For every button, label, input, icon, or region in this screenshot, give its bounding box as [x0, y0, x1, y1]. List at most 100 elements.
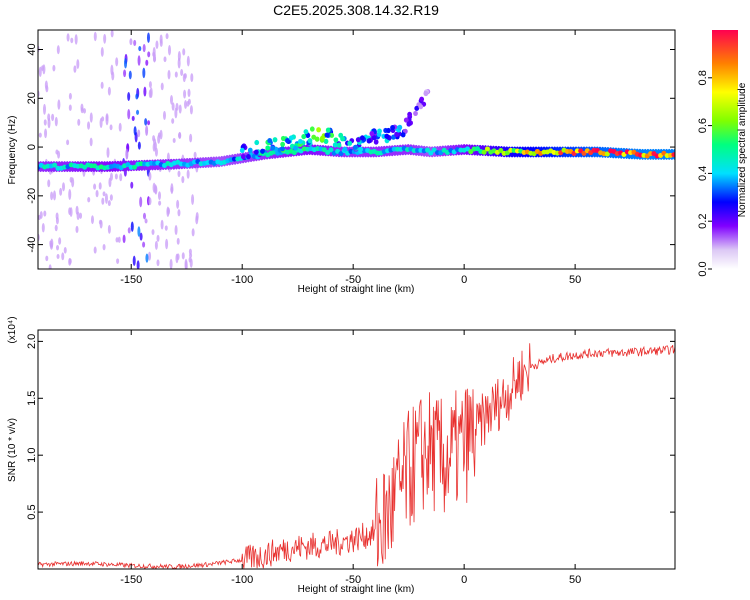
branch-point [340, 136, 345, 142]
branch-point [293, 145, 298, 151]
noise-blob [87, 196, 91, 203]
noise-blob [148, 251, 152, 261]
noise-blob [186, 55, 190, 67]
noise-blob [184, 100, 188, 109]
x-tick-label: -100 [231, 574, 253, 586]
noise-blob [45, 85, 49, 93]
noise-blob [100, 47, 104, 57]
noise-blob [156, 234, 160, 242]
branch-point [260, 148, 265, 154]
branch-point [369, 131, 375, 137]
snr-y-multiplier: (x10⁴) [7, 316, 18, 343]
branch-point [406, 121, 412, 127]
ridge-point [671, 152, 675, 158]
noise-blob [145, 253, 149, 263]
noise-blob [107, 86, 111, 96]
noise-blob [57, 99, 61, 110]
noise-blob [190, 73, 194, 83]
noise-blob [167, 69, 171, 80]
noise-blob [87, 121, 91, 130]
snr-frame [37, 329, 676, 570]
branch-point [247, 147, 253, 153]
spectrogram-panel: -150 -100 -50 0 50 -40 -20 0 20 40 Height of stra… [7, 29, 676, 295]
branch-point [303, 129, 309, 135]
branch-point [366, 138, 372, 144]
x-tick-label: 0 [461, 274, 467, 286]
colorbar: 0.0 0.2 0.4 0.6 0.8 Normalized spectral ampl… [697, 30, 748, 277]
noise-blob [152, 135, 156, 142]
noise-blob [182, 73, 186, 83]
branch-point [384, 133, 390, 139]
noise-blob [68, 104, 72, 111]
branch-point [324, 132, 330, 138]
branch-point [332, 142, 338, 148]
noise-blob [68, 189, 72, 200]
colorbar-label: Normalized spectral amplitude [737, 82, 748, 217]
noise-blob [39, 211, 43, 219]
noise-blob [57, 150, 61, 159]
branch-point [386, 127, 391, 134]
noise-blob [63, 247, 67, 254]
noise-blob [107, 200, 111, 207]
branch-point [280, 135, 286, 142]
branch-point [239, 147, 245, 153]
branch-point [371, 135, 377, 141]
colorbar-gradient [712, 30, 738, 269]
noise-blob [186, 100, 190, 107]
branch-point [288, 135, 294, 141]
noise-blob [132, 255, 136, 267]
noise-blob [47, 179, 51, 188]
noise-blob [38, 66, 42, 78]
branch-point [280, 141, 286, 147]
colorbar-tick-label: 0.0 [697, 261, 709, 276]
spectrogram-frame [37, 29, 676, 270]
branch-point [253, 149, 259, 155]
noise-blob [93, 246, 97, 254]
noise-blob [157, 191, 161, 200]
y-tick-label: 0.5 [26, 504, 38, 519]
noise-blob [177, 57, 181, 69]
branch-point [314, 136, 320, 142]
noise-blob [139, 232, 143, 241]
noise-blob [51, 113, 55, 122]
branch-point [358, 146, 364, 152]
branch-point [419, 96, 425, 102]
noise-blob [139, 196, 143, 208]
noise-blob [142, 67, 146, 79]
noise-blob [110, 30, 114, 38]
branch-point [301, 133, 307, 140]
noise-blob [160, 219, 164, 230]
noise-blob [95, 189, 99, 198]
noise-blob [52, 190, 56, 201]
noise-blob [154, 240, 158, 250]
noise-blob [89, 137, 93, 147]
noise-blob [181, 252, 185, 260]
spectrogram-x-label: Height of straight line (km) [298, 284, 415, 295]
noise-blob [135, 93, 139, 100]
y-tick-label: 2.0 [26, 334, 38, 349]
noise-blob [180, 69, 184, 77]
noise-blob [154, 185, 158, 195]
noise-blob [80, 107, 84, 114]
noise-blob [45, 255, 49, 262]
snr-axes: -150 -100 -50 0 50 0.5 1.0 1.5 2.0 [26, 330, 675, 586]
noise-blob [98, 219, 102, 225]
noise-blob [174, 71, 178, 78]
noise-blob [58, 237, 62, 245]
branch-point [347, 140, 353, 146]
noise-blob [90, 215, 94, 225]
ridge-point [338, 151, 344, 157]
noise-blob [158, 200, 162, 206]
branch-point [333, 137, 339, 143]
ridge-point [425, 147, 431, 153]
noise-blob [151, 229, 155, 235]
ridge-point [125, 162, 131, 168]
noise-blob [107, 224, 111, 234]
noise-blob [163, 56, 167, 63]
noise-blob [177, 209, 181, 217]
snr-series-line [38, 343, 675, 569]
noise-blob [54, 224, 58, 232]
branch-point [309, 126, 315, 132]
branch-point [285, 137, 290, 144]
noise-blob [182, 48, 186, 56]
